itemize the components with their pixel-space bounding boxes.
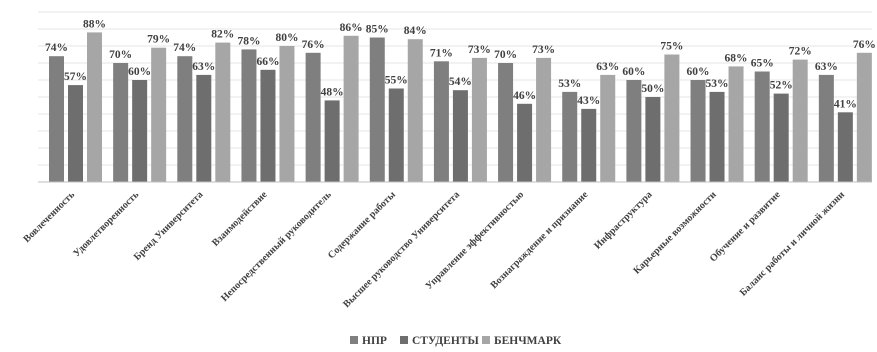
bar <box>132 80 148 182</box>
bar <box>87 32 102 183</box>
bar <box>151 47 167 183</box>
data-label: 41% <box>834 98 857 110</box>
bar <box>324 100 340 182</box>
data-label: 66% <box>256 56 279 68</box>
bar <box>728 66 744 182</box>
bar <box>498 63 514 182</box>
category-label: Баланс работы и личной жизни <box>738 189 847 298</box>
bar <box>645 97 661 182</box>
bar <box>690 80 706 182</box>
bar <box>260 69 276 182</box>
bar <box>709 91 725 182</box>
data-label: 63% <box>192 61 215 73</box>
data-label: 84% <box>404 25 427 37</box>
bars-layer <box>49 32 872 183</box>
data-label: 73% <box>532 44 555 56</box>
bar <box>305 52 321 182</box>
data-label: 72% <box>789 46 812 58</box>
data-label: 50% <box>641 83 664 95</box>
bar <box>49 56 64 183</box>
data-label: 85% <box>366 24 389 36</box>
data-label: 54% <box>449 76 472 88</box>
bar <box>517 103 533 182</box>
bar <box>433 61 449 182</box>
data-label: 55% <box>385 75 408 87</box>
bar <box>177 56 193 183</box>
category-label: Вовлеченность <box>21 189 77 245</box>
data-label: 70% <box>109 49 132 61</box>
data-label: 60% <box>687 66 710 78</box>
bar <box>773 93 789 182</box>
data-label: 60% <box>622 66 645 78</box>
data-label: 73% <box>468 44 491 56</box>
data-label: 76% <box>853 39 876 51</box>
data-label: 88% <box>83 18 106 30</box>
data-label: 68% <box>725 52 748 64</box>
data-label: 86% <box>340 22 363 34</box>
data-label: 75% <box>660 41 683 53</box>
bar <box>241 49 257 183</box>
bar <box>818 74 834 182</box>
bar <box>452 90 468 182</box>
bar <box>113 63 129 182</box>
data-label: 53% <box>706 78 729 90</box>
bar <box>343 35 359 182</box>
category-label: Бренд Университета <box>132 189 206 263</box>
category-label: Обучение и развитие <box>708 189 783 264</box>
legend-label: БЕНЧМАРК <box>494 335 562 347</box>
category-label: Инфраструктура <box>592 189 654 251</box>
category-label: Удовлетворенность <box>71 189 141 259</box>
data-label: 52% <box>770 80 793 92</box>
bar <box>215 42 231 182</box>
data-label: 63% <box>815 61 838 73</box>
category-label: Непосредственный руководитель <box>219 189 334 304</box>
bar <box>626 80 642 182</box>
bar <box>369 37 385 182</box>
category-label: Взаимодействие <box>210 189 270 249</box>
data-label: 48% <box>321 86 344 98</box>
bar <box>754 71 770 182</box>
data-label: 76% <box>302 39 325 51</box>
bar <box>536 57 552 182</box>
data-label: 65% <box>751 58 774 70</box>
data-label: 53% <box>558 78 581 90</box>
legend-swatch <box>482 336 490 344</box>
legend-label: СТУДЕНТЫ <box>412 335 479 347</box>
bar <box>792 59 808 182</box>
legend: НПР СТУДЕНТЫ БЕНЧМАРК <box>350 335 562 347</box>
data-label: 57% <box>64 71 87 83</box>
data-label: 63% <box>596 61 619 73</box>
data-label: 43% <box>577 95 600 107</box>
bar <box>664 54 680 182</box>
data-label: 60% <box>128 66 151 78</box>
data-label: 74% <box>45 42 68 54</box>
bar <box>388 88 404 182</box>
data-label: 80% <box>275 32 298 44</box>
data-label: 74% <box>173 42 196 54</box>
legend-swatch <box>350 336 358 344</box>
bar <box>68 85 83 182</box>
bar <box>600 74 616 182</box>
data-label: 78% <box>237 35 260 47</box>
data-label: 70% <box>494 49 517 61</box>
legend-swatch <box>400 336 408 344</box>
bar <box>856 52 872 182</box>
category-label: Содержание работы <box>326 189 398 261</box>
bar <box>581 108 597 182</box>
data-label: 46% <box>513 90 536 102</box>
data-label: 82% <box>211 29 234 41</box>
bar <box>279 46 295 182</box>
bar <box>562 91 578 182</box>
bar <box>837 112 853 182</box>
bar <box>196 74 212 182</box>
bar <box>407 39 423 183</box>
data-label: 71% <box>430 47 453 59</box>
data-label: 79% <box>147 34 170 46</box>
value-labels-layer: 74%57%88%70%60%79%74%63%82%78%66%80%76%4… <box>45 18 876 110</box>
category-label: Высшее руководство Университета <box>341 189 462 310</box>
bar <box>471 57 487 182</box>
legend-label: НПР <box>362 335 387 347</box>
